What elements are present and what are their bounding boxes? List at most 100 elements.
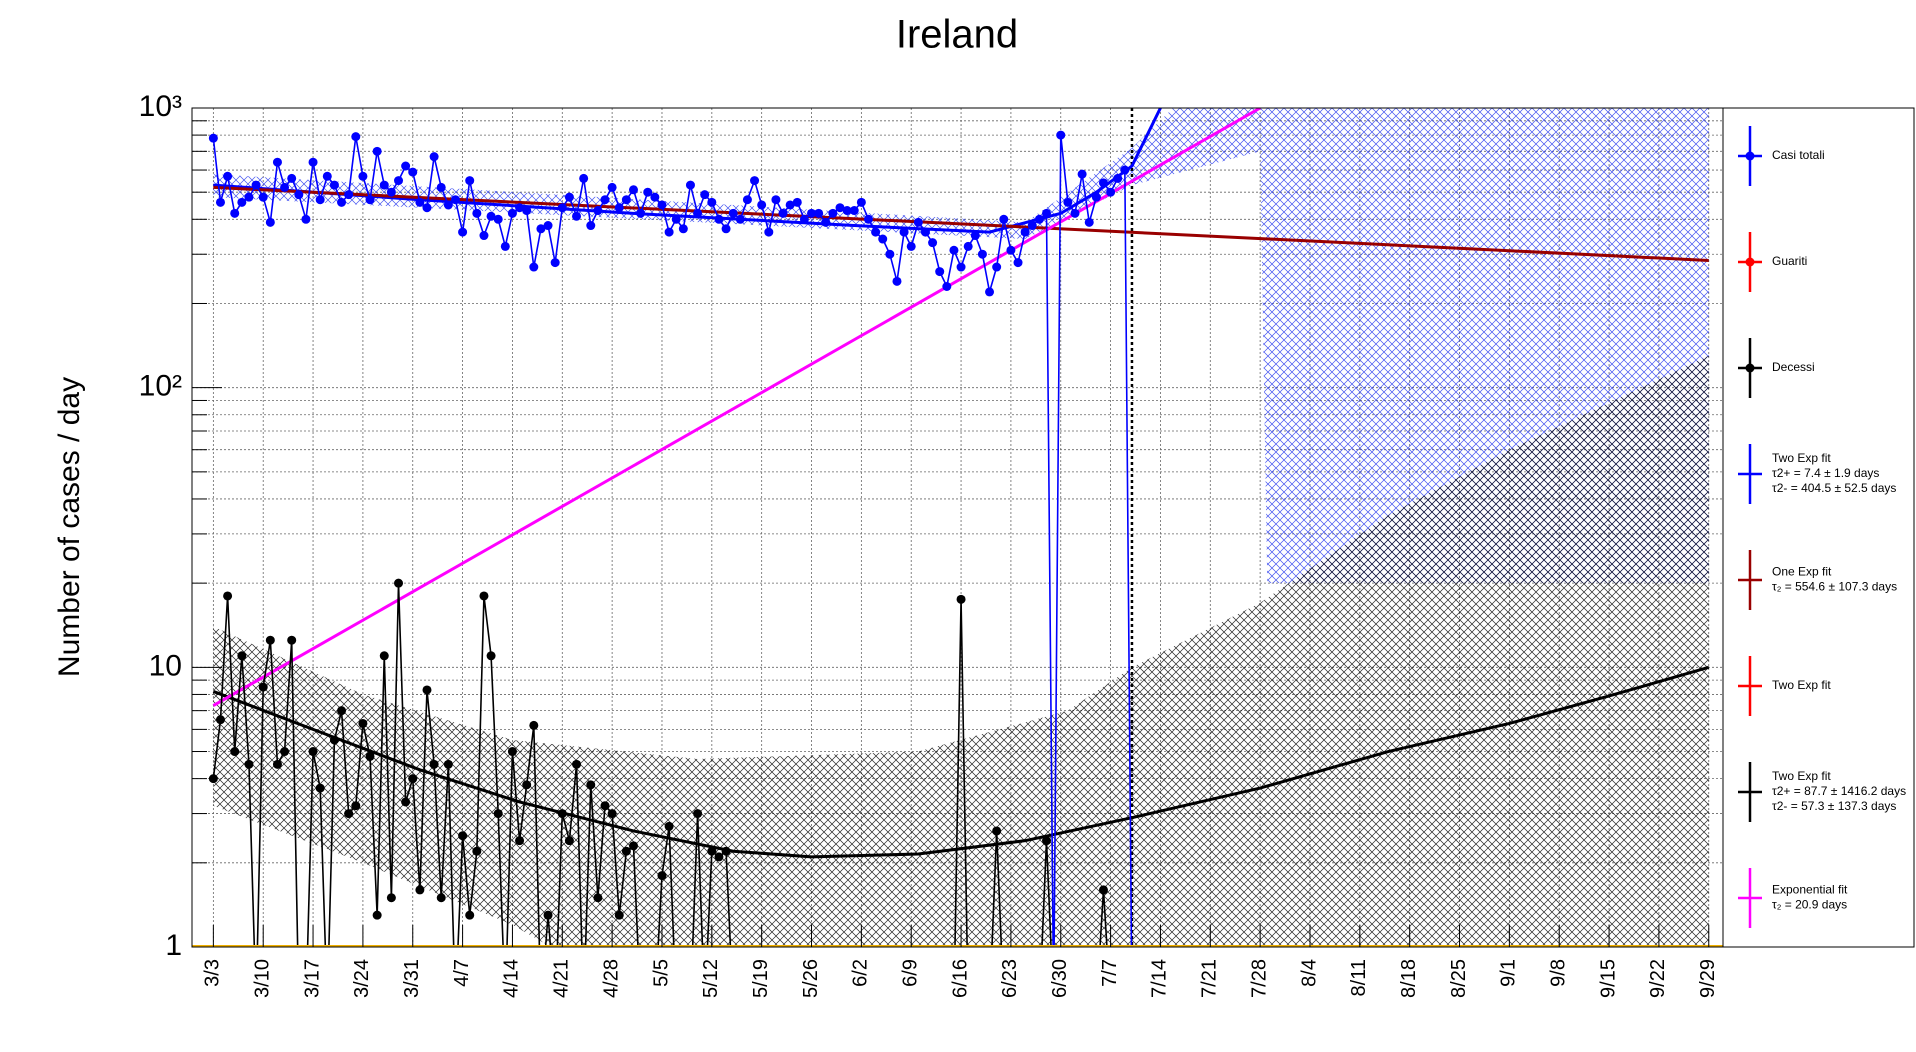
data-point bbox=[486, 211, 496, 221]
fit-line bbox=[212, 665, 1710, 859]
data-point bbox=[458, 227, 468, 237]
data-point bbox=[849, 206, 859, 216]
data-point bbox=[543, 910, 553, 920]
data-point bbox=[287, 635, 297, 645]
data-point bbox=[685, 180, 695, 190]
data-point bbox=[208, 133, 218, 143]
y-tick-label: 1 bbox=[165, 929, 182, 962]
data-point bbox=[1042, 836, 1052, 846]
data-point bbox=[856, 197, 866, 207]
data-point bbox=[707, 846, 717, 856]
confidence-band bbox=[213, 355, 1709, 947]
data-point bbox=[999, 214, 1009, 224]
data-point bbox=[351, 132, 361, 142]
plot-area bbox=[208, 108, 1710, 947]
data-point bbox=[906, 241, 916, 251]
data-point bbox=[522, 206, 532, 216]
data-point bbox=[272, 759, 282, 769]
data-point bbox=[280, 182, 290, 192]
legend-detail: τ2+ = 7.4 ± 1.9 days bbox=[1772, 466, 1879, 480]
data-point bbox=[422, 685, 432, 695]
data-point bbox=[386, 893, 396, 903]
data-point bbox=[507, 747, 517, 757]
data-point bbox=[415, 197, 425, 207]
x-tick-label: 4/7 bbox=[451, 959, 473, 987]
data-point bbox=[636, 208, 646, 218]
data-point bbox=[443, 759, 453, 769]
data-point bbox=[913, 217, 923, 227]
data-point bbox=[379, 651, 389, 661]
data-point bbox=[408, 774, 418, 784]
data-point bbox=[429, 152, 439, 162]
data-point bbox=[579, 173, 589, 183]
data-point bbox=[992, 262, 1002, 272]
data-point bbox=[272, 157, 282, 167]
data-point bbox=[287, 173, 297, 183]
data-point bbox=[443, 200, 453, 210]
data-point bbox=[301, 214, 311, 224]
data-point bbox=[500, 241, 510, 251]
x-tick-label: 7/28 bbox=[1248, 959, 1270, 998]
data-point bbox=[372, 910, 382, 920]
data-point bbox=[543, 221, 553, 231]
x-tick-label: 3/3 bbox=[202, 959, 224, 987]
data-point bbox=[593, 893, 603, 903]
data-point bbox=[764, 227, 774, 237]
data-point bbox=[365, 751, 375, 761]
data-point bbox=[1098, 178, 1108, 188]
data-point bbox=[465, 176, 475, 186]
data-point bbox=[721, 846, 731, 856]
data-point bbox=[1120, 165, 1130, 175]
data-point bbox=[479, 591, 489, 601]
data-point bbox=[322, 171, 332, 181]
x-tick-label: 3/17 bbox=[301, 959, 323, 998]
data-line bbox=[212, 135, 1133, 947]
data-point bbox=[372, 146, 382, 156]
data-point bbox=[436, 893, 446, 903]
data-point bbox=[742, 195, 752, 205]
data-point bbox=[265, 635, 275, 645]
x-tick-label: 9/8 bbox=[1547, 959, 1569, 987]
data-point bbox=[415, 885, 425, 895]
legend-detail: τ2+ = 87.7 ± 1416.2 days bbox=[1772, 784, 1906, 798]
data-point bbox=[315, 783, 325, 793]
y-axis-label: Number of cases / day bbox=[53, 377, 86, 677]
data-point bbox=[628, 841, 638, 851]
data-point bbox=[564, 836, 574, 846]
data-point bbox=[956, 262, 966, 272]
data-point bbox=[621, 195, 631, 205]
data-point bbox=[358, 718, 368, 728]
data-point bbox=[735, 214, 745, 224]
data-point bbox=[750, 176, 760, 186]
data-point bbox=[671, 214, 681, 224]
data-point bbox=[1084, 217, 1094, 227]
data-point bbox=[892, 276, 902, 286]
legend-detail: τ2- = 57.3 ± 137.3 days bbox=[1772, 799, 1896, 813]
legend-box bbox=[1722, 107, 1915, 948]
data-point bbox=[472, 208, 482, 218]
data-point bbox=[329, 735, 339, 745]
data-point bbox=[215, 197, 225, 207]
data-point bbox=[465, 910, 475, 920]
data-point bbox=[1056, 130, 1066, 140]
data-point bbox=[379, 180, 389, 190]
x-tick-label: 9/15 bbox=[1597, 959, 1619, 998]
data-point bbox=[557, 203, 567, 213]
legend-marker bbox=[1745, 151, 1755, 161]
x-tick-label: 7/21 bbox=[1199, 959, 1221, 998]
data-point bbox=[529, 262, 539, 272]
x-tick-label: 6/23 bbox=[999, 959, 1021, 998]
data-point bbox=[807, 208, 817, 218]
data-point bbox=[337, 706, 347, 716]
data-point bbox=[985, 287, 995, 297]
data-point bbox=[778, 208, 788, 218]
fit-line bbox=[213, 185, 1709, 262]
data-point bbox=[614, 203, 624, 213]
data-point bbox=[429, 759, 439, 769]
data-point bbox=[693, 809, 703, 819]
data-point bbox=[614, 910, 624, 920]
data-point bbox=[550, 258, 560, 268]
data-point bbox=[230, 208, 240, 218]
legend-label: One Exp fit bbox=[1772, 565, 1832, 579]
